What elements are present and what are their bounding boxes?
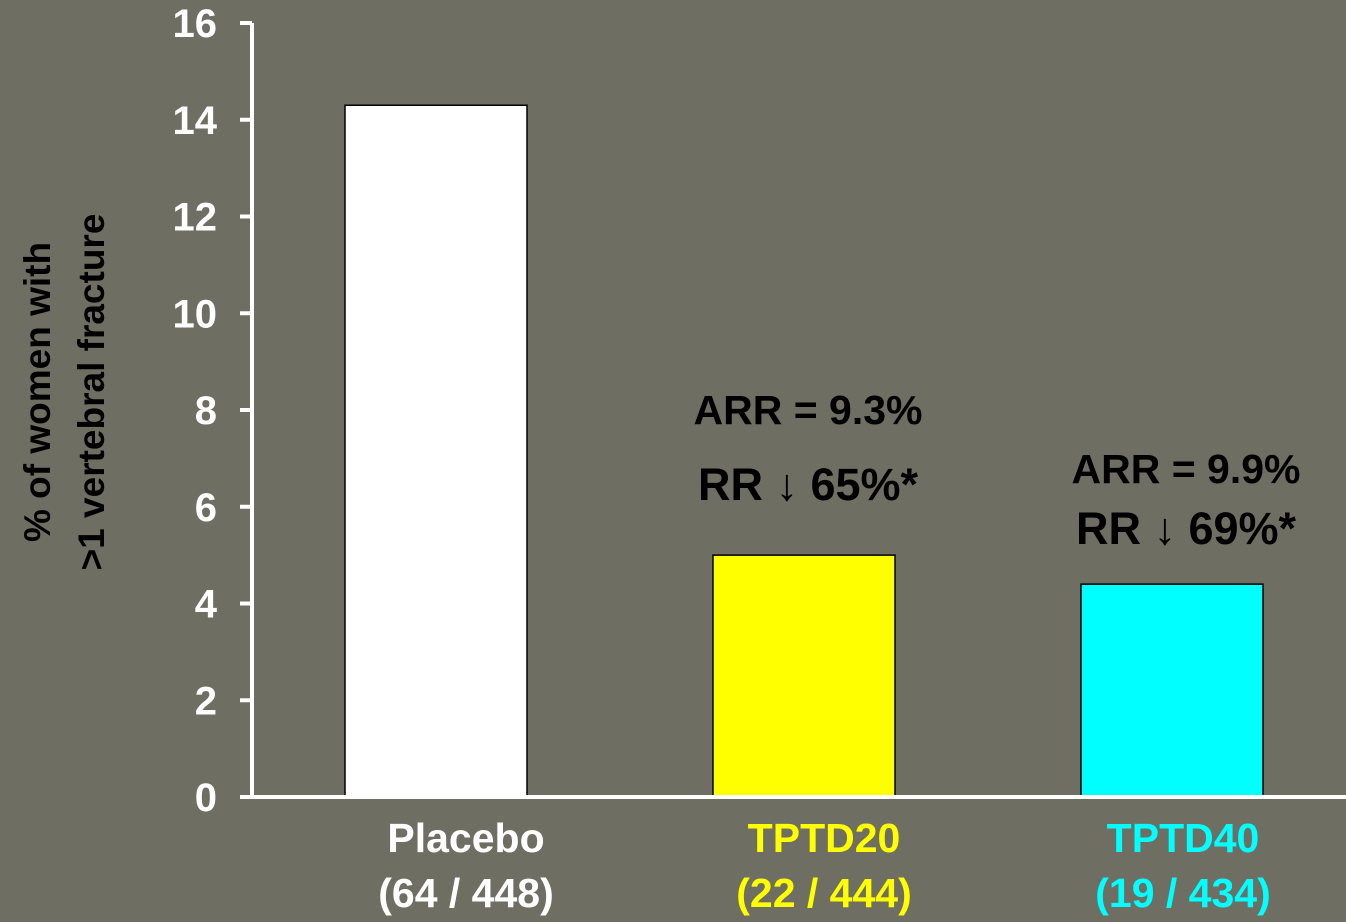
annotation-rr: RR ↓ 65%* [698,459,919,510]
y-tick-label: 6 [195,486,217,530]
category-sublabel: (19 / 434) [1095,870,1271,916]
y-tick-label: 8 [195,389,217,433]
bar-tptd40 [1080,583,1264,798]
category-labels: Placebo (64 / 448) TPTD20 (22 / 444) TPTD40 (… [378,815,1271,916]
bars [344,104,1264,798]
category-sublabel: (64 / 448) [378,870,554,916]
y-axis-label-line1: % of women with [17,242,58,542]
category-label: Placebo [387,815,544,861]
y-tick-label: 4 [195,583,218,627]
category-sublabel: (22 / 444) [736,870,912,916]
y-tick-label: 14 [173,99,218,143]
category-label: TPTD20 [748,815,901,861]
annotation-arr: ARR = 9.3% [693,387,922,433]
axes [240,23,1346,799]
y-tick-label: 16 [173,2,218,46]
y-axis-label: % of women with >1 vertebral fracture [17,214,112,571]
y-axis-ticks: 0 2 4 6 8 10 12 14 16 [173,2,252,820]
y-tick-label: 10 [173,292,218,336]
y-tick-label: 0 [195,776,217,820]
bar-tptd20 [712,554,896,798]
y-tick-label: 2 [195,679,217,723]
annotation-arr: ARR = 9.9% [1071,446,1300,492]
annotations: ARR = 9.3% RR ↓ 65%* ARR = 9.9% RR ↓ 69%* [693,387,1300,554]
bar-placebo [344,104,528,798]
y-tick-label: 12 [173,196,218,240]
annotation-rr: RR ↓ 69%* [1076,503,1297,554]
category-label: TPTD40 [1107,815,1260,861]
y-axis-label-line2: >1 vertebral fracture [71,214,112,571]
